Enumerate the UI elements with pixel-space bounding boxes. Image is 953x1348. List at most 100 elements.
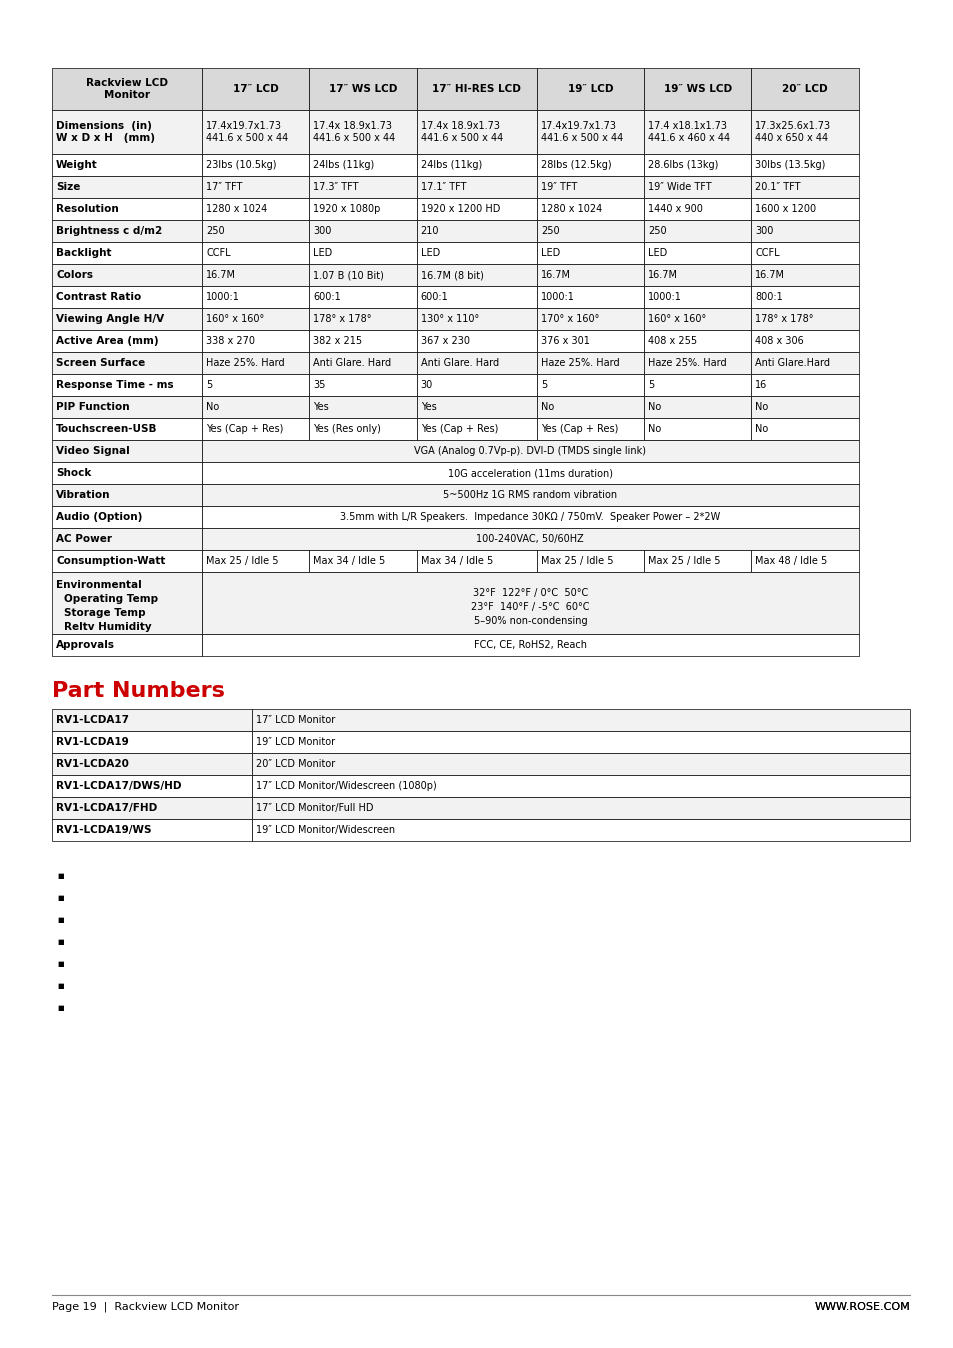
Bar xyxy=(750,264,858,286)
Bar xyxy=(309,352,416,373)
Text: Screen Surface: Screen Surface xyxy=(56,359,145,368)
Text: RV1-LCDA17/FHD: RV1-LCDA17/FHD xyxy=(56,803,157,813)
Text: 250: 250 xyxy=(206,226,225,236)
Bar xyxy=(252,820,909,841)
Text: LED: LED xyxy=(314,248,333,257)
Text: Environmental: Environmental xyxy=(56,580,142,590)
Bar xyxy=(202,198,309,220)
Bar xyxy=(52,439,202,462)
Text: Viewing Angle H/V: Viewing Angle H/V xyxy=(56,314,164,324)
Bar xyxy=(202,111,309,154)
Text: WWW.ROSE.COM: WWW.ROSE.COM xyxy=(814,1302,909,1312)
Text: 5: 5 xyxy=(647,380,654,390)
Bar xyxy=(309,67,416,111)
Bar xyxy=(643,352,750,373)
Text: 28.6lbs (13kg): 28.6lbs (13kg) xyxy=(647,160,718,170)
Text: 17.4x19.7x1.73
441.6 x 500 x 44: 17.4x19.7x1.73 441.6 x 500 x 44 xyxy=(206,121,288,143)
Text: 5: 5 xyxy=(540,380,546,390)
Text: Audio (Option): Audio (Option) xyxy=(56,512,142,522)
Text: Anti Glare. Hard: Anti Glare. Hard xyxy=(314,359,391,368)
Text: No: No xyxy=(647,402,660,412)
Text: PIP Function: PIP Function xyxy=(56,402,130,412)
Text: Vibration: Vibration xyxy=(56,491,111,500)
Text: 1000:1: 1000:1 xyxy=(647,293,681,302)
Bar xyxy=(643,154,750,177)
Text: 1440 x 900: 1440 x 900 xyxy=(647,204,702,214)
Bar xyxy=(416,550,537,572)
Bar xyxy=(202,528,858,550)
Bar xyxy=(750,243,858,264)
Text: 17″ LCD Monitor: 17″ LCD Monitor xyxy=(255,714,335,725)
Bar xyxy=(202,286,309,307)
Bar xyxy=(202,572,858,634)
Bar xyxy=(537,264,643,286)
Bar xyxy=(643,396,750,418)
Bar xyxy=(202,550,309,572)
Text: 17.4x19.7x1.73
441.6 x 500 x 44: 17.4x19.7x1.73 441.6 x 500 x 44 xyxy=(540,121,622,143)
Bar xyxy=(52,154,202,177)
Text: 32°F  122°F / 0°C  50°C: 32°F 122°F / 0°C 50°C xyxy=(473,588,587,599)
Bar xyxy=(202,307,309,330)
Text: 3.5mm with L/R Speakers.  Impedance 30KΩ / 750mV.  Speaker Power – 2*2W: 3.5mm with L/R Speakers. Impedance 30KΩ … xyxy=(340,512,720,522)
Bar xyxy=(252,797,909,820)
Bar xyxy=(416,330,537,352)
Text: 5~500Hz 1G RMS random vibration: 5~500Hz 1G RMS random vibration xyxy=(443,491,617,500)
Bar xyxy=(252,709,909,731)
Text: 16.7M: 16.7M xyxy=(755,270,784,280)
Text: Haze 25%. Hard: Haze 25%. Hard xyxy=(647,359,726,368)
Bar xyxy=(643,220,750,243)
Bar xyxy=(52,243,202,264)
Bar xyxy=(750,330,858,352)
Text: Colors: Colors xyxy=(56,270,92,280)
Bar xyxy=(750,286,858,307)
Bar xyxy=(750,220,858,243)
Text: VGA (Analog 0.7Vp-p). DVI-D (TMDS single link): VGA (Analog 0.7Vp-p). DVI-D (TMDS single… xyxy=(414,446,646,456)
Bar xyxy=(202,418,309,439)
Bar xyxy=(52,286,202,307)
Bar xyxy=(309,373,416,396)
Text: 19″ LCD Monitor: 19″ LCD Monitor xyxy=(255,737,335,747)
Text: Consumption-Watt: Consumption-Watt xyxy=(56,555,165,566)
Bar xyxy=(309,330,416,352)
Bar xyxy=(202,634,858,656)
Bar xyxy=(537,307,643,330)
Text: 300: 300 xyxy=(314,226,332,236)
Bar xyxy=(52,528,202,550)
Bar xyxy=(416,264,537,286)
Bar xyxy=(643,307,750,330)
Bar xyxy=(202,67,309,111)
Bar xyxy=(202,177,309,198)
Text: ■: ■ xyxy=(57,940,64,945)
Bar xyxy=(202,439,858,462)
Bar xyxy=(52,67,202,111)
Text: 17″ TFT: 17″ TFT xyxy=(206,182,242,191)
Text: Weight: Weight xyxy=(56,160,97,170)
Bar xyxy=(52,352,202,373)
Text: Yes: Yes xyxy=(420,402,436,412)
Text: 100-240VAC, 50/60HZ: 100-240VAC, 50/60HZ xyxy=(476,534,583,545)
Text: Page 19  |  Rackview LCD Monitor: Page 19 | Rackview LCD Monitor xyxy=(52,1302,239,1312)
Bar xyxy=(202,154,309,177)
Bar xyxy=(643,330,750,352)
Text: Storage Temp: Storage Temp xyxy=(64,608,146,617)
Bar xyxy=(52,307,202,330)
Text: AC Power: AC Power xyxy=(56,534,112,545)
Bar xyxy=(52,462,202,484)
Text: No: No xyxy=(540,402,554,412)
Text: Haze 25%. Hard: Haze 25%. Hard xyxy=(540,359,618,368)
Bar xyxy=(643,373,750,396)
Text: ■: ■ xyxy=(57,874,64,879)
Text: 210: 210 xyxy=(420,226,438,236)
Bar xyxy=(416,154,537,177)
Bar xyxy=(52,330,202,352)
Text: Max 34 / Idle 5: Max 34 / Idle 5 xyxy=(420,555,493,566)
Bar xyxy=(750,418,858,439)
Text: No: No xyxy=(755,402,768,412)
Text: Haze 25%. Hard: Haze 25%. Hard xyxy=(206,359,285,368)
Text: ■: ■ xyxy=(57,1006,64,1011)
Text: Active Area (mm): Active Area (mm) xyxy=(56,336,158,346)
Bar xyxy=(537,418,643,439)
Bar xyxy=(52,797,252,820)
Bar xyxy=(750,154,858,177)
Text: 408 x 255: 408 x 255 xyxy=(647,336,697,346)
